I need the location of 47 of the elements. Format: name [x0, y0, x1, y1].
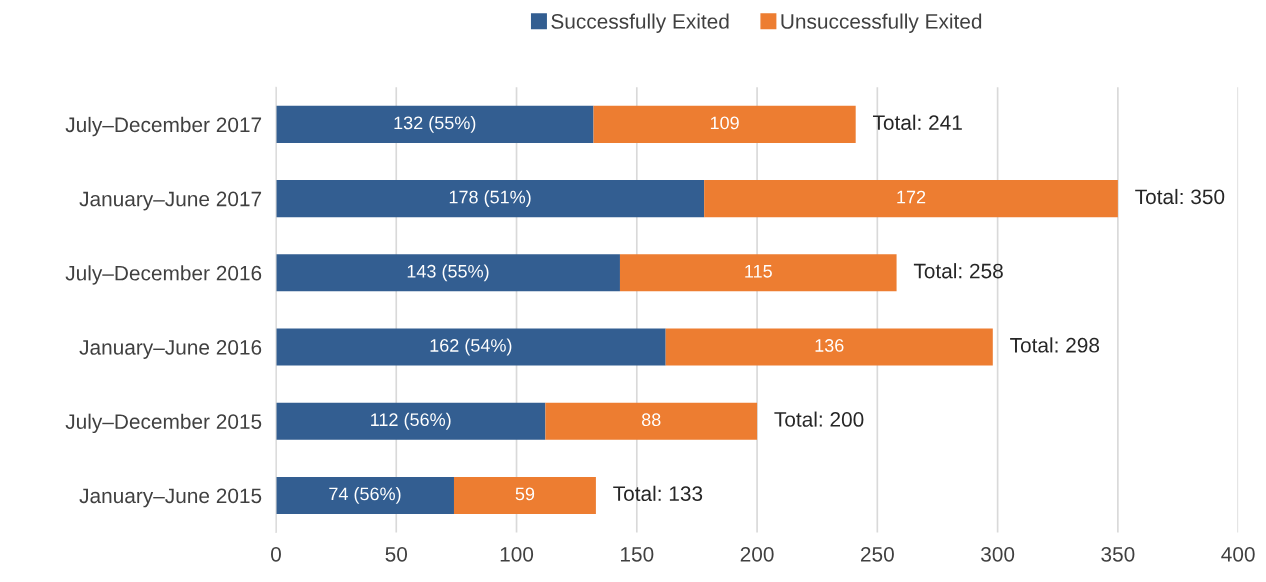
total-label: Total: 258: [913, 263, 1003, 279]
bar: [275, 254, 620, 292]
bar: [275, 402, 546, 440]
bar: [704, 180, 1118, 218]
data-label: 88: [641, 413, 661, 427]
x-tick-label: 100: [500, 546, 534, 562]
x-tick-label: 250: [861, 546, 894, 562]
data-label: 162 (54%): [430, 338, 512, 356]
total-label: Total: 133: [613, 485, 703, 502]
data-label: 115: [745, 265, 772, 278]
total-label: Total: 350: [1135, 188, 1225, 205]
data-label: 132 (55%): [394, 115, 476, 133]
bar: [275, 476, 454, 514]
bar: [275, 180, 705, 218]
x-tick-label: 50: [385, 546, 408, 562]
y-tick-label: July–December 2015: [65, 413, 262, 434]
bar: [275, 328, 666, 366]
x-tick-label: 0: [271, 546, 281, 562]
y-tick-label: January–June 2017: [79, 191, 262, 211]
total-label: Total: 200: [774, 411, 864, 427]
y-tick-label: January–June 2015: [79, 488, 262, 508]
data-label: 59: [515, 487, 535, 501]
total-label: Total: 298: [1010, 337, 1100, 353]
y-tick-label: July–December 2017: [65, 116, 262, 137]
data-label: 136: [815, 339, 844, 352]
x-tick-label: 400: [1221, 546, 1255, 562]
data-label: 178 (51%): [449, 190, 531, 208]
bar: [545, 402, 758, 440]
data-label: 172: [897, 190, 926, 204]
bar: [453, 476, 596, 514]
y-tick-label: January–June 2016: [79, 340, 262, 359]
x-tick-label: 350: [1101, 546, 1135, 562]
total-label: Total: 241: [873, 114, 962, 130]
y-tick-label: July–December 2016: [65, 265, 262, 285]
bar: [665, 328, 993, 366]
data-label: 143 (55%): [407, 264, 489, 282]
data-label: 109: [710, 116, 739, 130]
legend-label: Unsuccessfully Exited: [781, 13, 982, 33]
x-tick-label: 150: [621, 546, 654, 562]
data-label: 112 (56%): [371, 412, 451, 430]
bar: [593, 105, 856, 143]
x-tick-label: 300: [981, 546, 1015, 562]
bar: [619, 254, 897, 292]
data-label: 74 (56%): [329, 487, 401, 504]
legend-label: Successfully Exited: [551, 13, 729, 33]
bar: [275, 105, 594, 143]
x-tick-label: 200: [740, 546, 774, 562]
